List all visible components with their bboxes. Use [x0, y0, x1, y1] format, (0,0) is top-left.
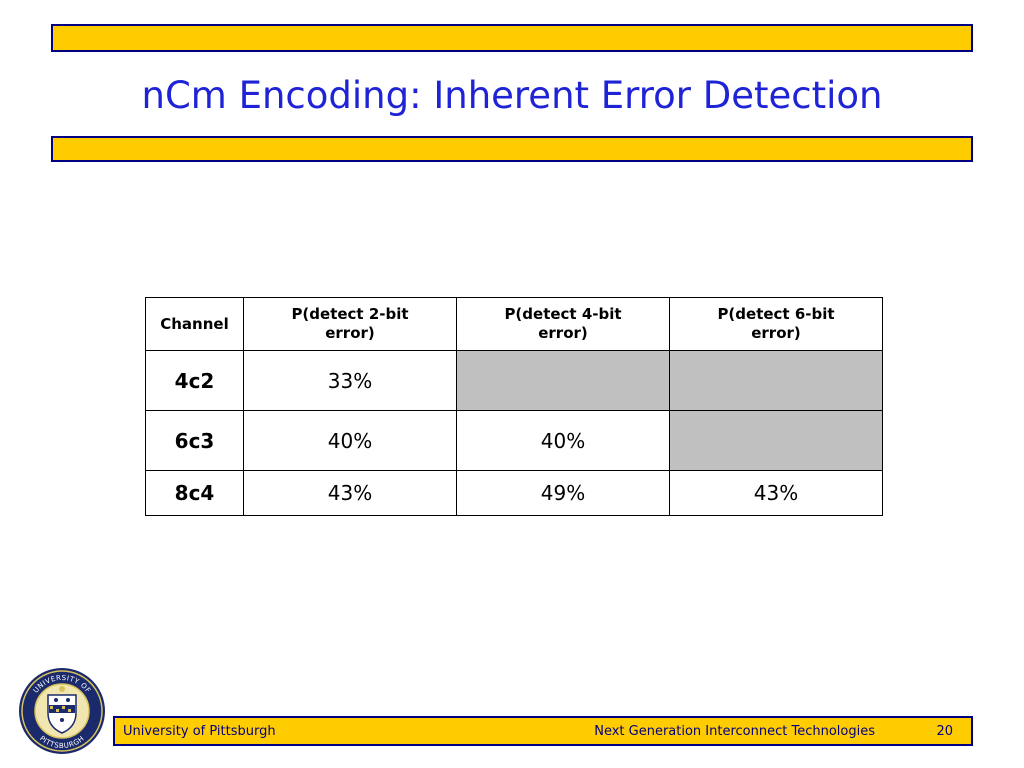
channel-cell: 4c2 [145, 350, 244, 411]
top-accent-bar [51, 24, 973, 52]
header-p4-text: P(detect 4-bit error) [504, 305, 622, 342]
slide-title: nCm Encoding: Inherent Error Detection [141, 74, 883, 117]
header-p4: P(detect 4-bit error) [456, 297, 670, 351]
page-number: 20 [936, 724, 953, 739]
header-channel: Channel [145, 297, 244, 351]
p6-cell-empty [669, 350, 883, 411]
header-p2-text: P(detect 2-bit error) [291, 305, 409, 342]
p4-cell: 49% [456, 470, 670, 516]
channel-cell: 8c4 [145, 470, 244, 516]
p2-cell: 33% [243, 350, 457, 411]
p4-cell: 40% [456, 410, 670, 471]
footer-course-title: Next Generation Interconnect Technologie… [594, 724, 875, 739]
footer-bar: University of Pittsburgh Next Generation… [113, 716, 973, 746]
table-row: 4c2 33% [145, 350, 883, 411]
header-p6-text: P(detect 6-bit error) [717, 305, 835, 342]
p6-cell-empty [669, 410, 883, 471]
error-detection-table: Channel P(detect 2-bit error) P(detect 4… [145, 297, 883, 516]
footer-institution: University of Pittsburgh [123, 724, 276, 739]
p4-cell-empty [456, 350, 670, 411]
title-underline-bar [51, 136, 973, 162]
table-row: 8c4 43% 49% 43% [145, 470, 883, 516]
university-seal-icon: UNIVERSITY OF PITTSBURGH [19, 668, 105, 754]
p2-cell: 40% [243, 410, 457, 471]
table-row: 6c3 40% 40% [145, 410, 883, 471]
channel-cell: 6c3 [145, 410, 244, 471]
header-p2: P(detect 2-bit error) [243, 297, 457, 351]
header-p6: P(detect 6-bit error) [669, 297, 883, 351]
table-header-row: Channel P(detect 2-bit error) P(detect 4… [145, 297, 883, 351]
p6-cell: 43% [669, 470, 883, 516]
p2-cell: 43% [243, 470, 457, 516]
